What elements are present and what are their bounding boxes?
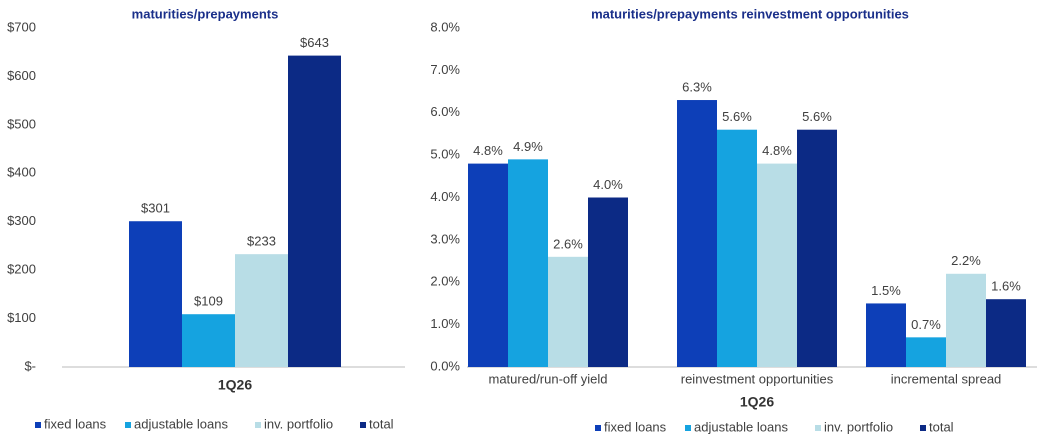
data-label: $643 xyxy=(300,35,329,50)
chart-title: maturities/prepayments xyxy=(132,6,279,21)
y-tick-label: $500 xyxy=(7,116,36,131)
y-tick-label: 8.0% xyxy=(430,19,460,34)
y-tick-label: $400 xyxy=(7,165,36,180)
data-label: $301 xyxy=(141,201,170,216)
x-tick-label: reinvestment opportunities xyxy=(681,371,834,386)
data-label: 5.6% xyxy=(722,109,752,124)
y-tick-label: 6.0% xyxy=(430,104,460,119)
bar xyxy=(588,197,628,367)
bar xyxy=(129,221,182,367)
legend-swatch xyxy=(125,422,131,428)
data-label: 2.6% xyxy=(553,236,583,251)
data-label: 0.7% xyxy=(911,317,941,332)
legend-swatch xyxy=(35,422,41,428)
legend-label: total xyxy=(929,419,954,434)
y-tick-label: 2.0% xyxy=(430,274,460,289)
y-tick-label: 4.0% xyxy=(430,189,460,204)
legend-swatch xyxy=(815,425,821,431)
data-label: 5.6% xyxy=(802,109,832,124)
legend-label: total xyxy=(369,416,394,431)
y-tick-label: $100 xyxy=(7,310,36,325)
bar xyxy=(946,273,986,367)
bar xyxy=(866,303,906,367)
bar xyxy=(757,163,797,367)
y-tick-label: 1.0% xyxy=(430,316,460,331)
bar xyxy=(508,159,548,367)
legend-swatch xyxy=(595,425,601,431)
data-label: 1.5% xyxy=(871,283,901,298)
y-tick-label: $600 xyxy=(7,68,36,83)
chart-title: maturities/prepayments reinvestment oppo… xyxy=(591,6,909,21)
legend-label: inv. portfolio xyxy=(824,419,893,434)
y-tick-label: 5.0% xyxy=(430,147,460,162)
legend-swatch xyxy=(685,425,691,431)
y-tick-label: $- xyxy=(24,358,36,373)
x-axis-label: 1Q26 xyxy=(740,394,774,410)
bar xyxy=(235,254,288,367)
data-label: 1.6% xyxy=(991,279,1021,294)
bar xyxy=(288,55,341,368)
bar xyxy=(677,100,717,367)
legend-label: fixed loans xyxy=(604,419,667,434)
bar xyxy=(986,299,1026,367)
legend-label: fixed loans xyxy=(44,416,107,431)
legend-swatch xyxy=(360,422,366,428)
bar xyxy=(548,256,588,367)
data-label: $109 xyxy=(194,294,223,309)
legend-label: adjustable loans xyxy=(694,419,788,434)
y-tick-label: 0.0% xyxy=(430,358,460,373)
bar xyxy=(717,129,757,367)
data-label: 6.3% xyxy=(682,79,712,94)
y-tick-label: $300 xyxy=(7,213,36,228)
x-tick-label: matured/run-off yield xyxy=(489,371,608,386)
data-label: $233 xyxy=(247,234,276,249)
data-label: 4.8% xyxy=(762,143,792,158)
legend-swatch xyxy=(920,425,926,431)
x-tick-label: 1Q26 xyxy=(218,377,252,393)
y-tick-label: 7.0% xyxy=(430,62,460,77)
bar xyxy=(468,163,508,367)
y-tick-label: 3.0% xyxy=(430,231,460,246)
y-tick-label: $200 xyxy=(7,262,36,277)
data-label: 4.8% xyxy=(473,143,503,158)
legend-label: adjustable loans xyxy=(134,416,228,431)
data-label: 2.2% xyxy=(951,253,981,268)
data-label: 4.0% xyxy=(593,177,623,192)
y-tick-label: $700 xyxy=(7,19,36,34)
legend-label: inv. portfolio xyxy=(264,416,333,431)
bar xyxy=(906,337,946,367)
data-label: 4.9% xyxy=(513,139,543,154)
x-tick-label: incremental spread xyxy=(891,371,1002,386)
bar xyxy=(797,129,837,367)
legend-swatch xyxy=(255,422,261,428)
bar xyxy=(182,314,235,367)
